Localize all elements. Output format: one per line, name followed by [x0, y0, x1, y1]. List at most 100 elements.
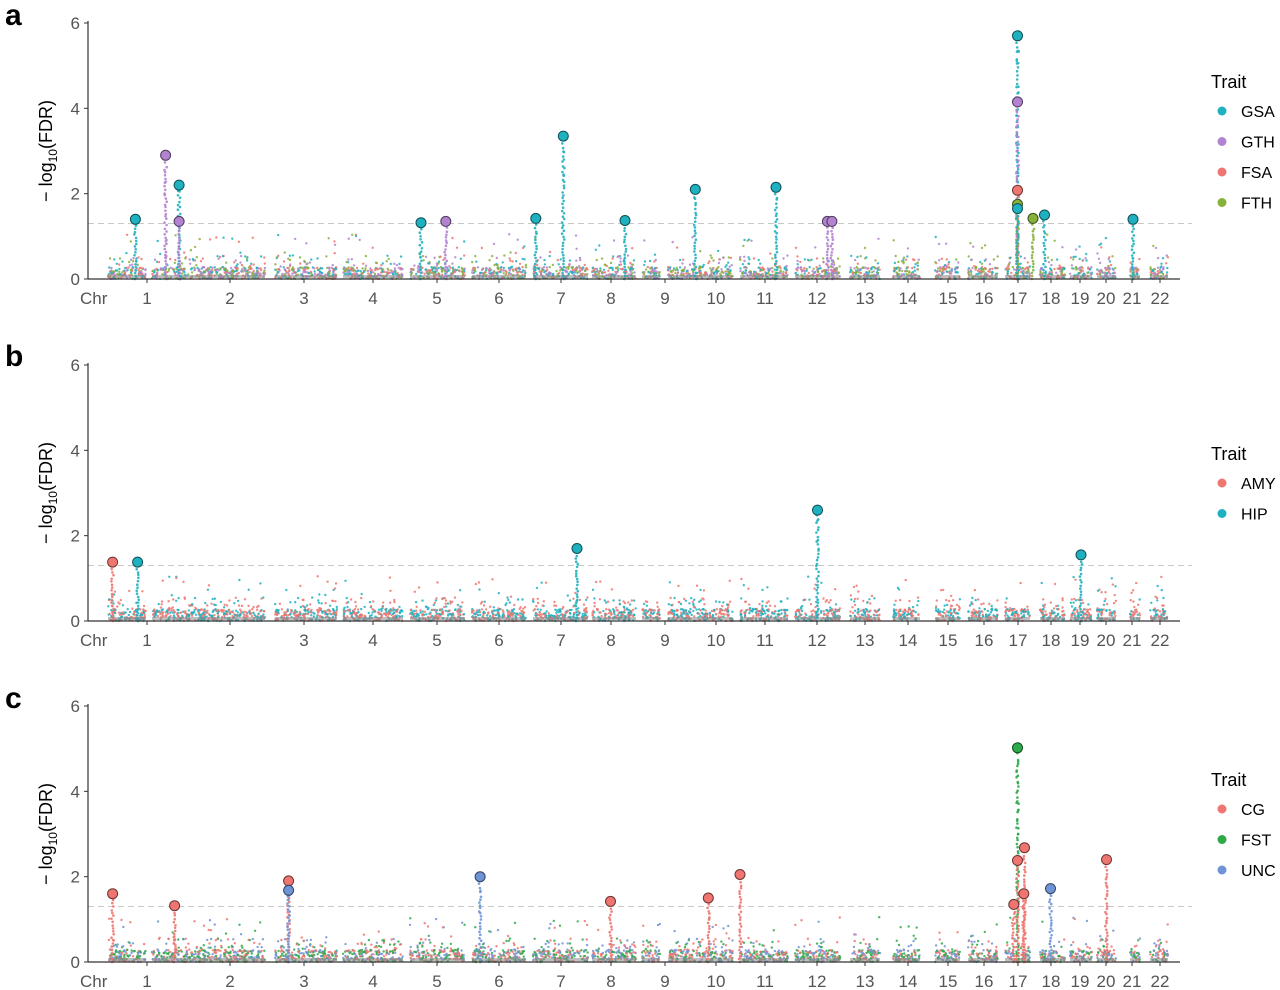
data-point — [996, 255, 999, 258]
data-point — [1072, 258, 1075, 261]
data-point — [829, 268, 833, 272]
data-point — [669, 266, 672, 269]
data-point — [865, 256, 868, 259]
baseline-band — [275, 275, 337, 278]
data-point — [343, 610, 346, 613]
data-point — [911, 258, 915, 261]
data-point — [419, 265, 422, 268]
data-point — [134, 251, 137, 254]
data-point — [1017, 163, 1020, 167]
data-point — [495, 256, 498, 260]
data-point — [653, 272, 656, 275]
lead-marker-gsa — [129, 213, 141, 225]
data-point — [898, 269, 901, 272]
data-point — [326, 613, 329, 616]
data-point — [290, 268, 294, 271]
data-point — [364, 269, 367, 272]
data-point — [288, 269, 291, 273]
data-point — [177, 250, 180, 254]
data-point — [299, 612, 302, 616]
data-point — [1135, 270, 1138, 273]
data-point — [774, 235, 778, 239]
data-point — [1044, 259, 1047, 263]
data-point — [825, 256, 829, 260]
data-point — [301, 266, 305, 270]
data-point — [747, 262, 750, 265]
data-point — [124, 611, 127, 614]
data-point — [419, 274, 422, 278]
lead-marker-gsa — [530, 212, 542, 224]
legend-swatch — [1217, 137, 1227, 146]
data-point — [533, 262, 537, 266]
data-point — [441, 597, 444, 601]
data-point — [796, 266, 800, 269]
data-point — [396, 608, 400, 611]
data-point — [366, 269, 370, 273]
data-point — [1031, 265, 1035, 269]
data-point — [279, 265, 282, 268]
data-point — [693, 259, 697, 263]
data-point — [194, 613, 198, 616]
data-point — [1043, 256, 1047, 260]
data-point — [206, 588, 210, 591]
data-point — [775, 271, 779, 275]
data-point — [460, 605, 463, 608]
data-point — [277, 233, 280, 237]
data-point — [422, 259, 425, 262]
data-point — [1087, 267, 1090, 270]
data-point — [1056, 267, 1059, 270]
data-point — [825, 236, 829, 239]
data-point — [1032, 227, 1036, 231]
y-tick-label: 0 — [71, 270, 80, 289]
x-tick-label: 17 — [1009, 289, 1028, 308]
data-point — [539, 256, 542, 259]
data-point — [1031, 233, 1035, 237]
data-point — [796, 269, 799, 272]
data-point — [535, 247, 538, 251]
data-point — [236, 599, 240, 603]
data-point — [131, 607, 134, 610]
data-point — [488, 259, 491, 262]
data-point — [607, 269, 610, 272]
data-point — [387, 611, 391, 614]
data-point — [967, 268, 970, 271]
data-point — [274, 263, 277, 266]
data-point — [165, 262, 168, 266]
data-point — [815, 257, 819, 260]
data-point — [389, 601, 392, 604]
data-point — [153, 268, 157, 271]
data-point — [561, 142, 564, 145]
data-point — [508, 257, 511, 260]
data-point — [353, 608, 357, 611]
x-tick-label: 8 — [606, 289, 615, 308]
data-point — [543, 263, 547, 266]
data-point — [900, 260, 904, 263]
data-point — [774, 274, 777, 278]
data-point — [399, 255, 403, 258]
data-point — [984, 267, 987, 271]
lead-marker-gsa — [619, 215, 631, 226]
data-point — [534, 271, 538, 275]
data-point — [228, 599, 231, 602]
data-point — [667, 269, 670, 272]
data-point — [423, 272, 426, 275]
data-point — [386, 267, 389, 270]
data-point — [437, 266, 440, 270]
data-point — [276, 256, 279, 259]
data-point — [534, 250, 538, 254]
data-point — [1132, 227, 1135, 231]
data-point — [947, 261, 951, 264]
data-point — [157, 260, 161, 264]
data-point — [595, 267, 599, 270]
data-point — [548, 250, 552, 254]
data-point — [957, 261, 960, 264]
data-point — [897, 260, 900, 264]
data-point — [335, 608, 339, 611]
data-point — [1015, 256, 1018, 260]
data-point — [234, 596, 237, 599]
data-point — [522, 607, 525, 610]
data-point — [317, 601, 321, 604]
data-point — [453, 608, 457, 612]
data-point — [692, 196, 696, 199]
